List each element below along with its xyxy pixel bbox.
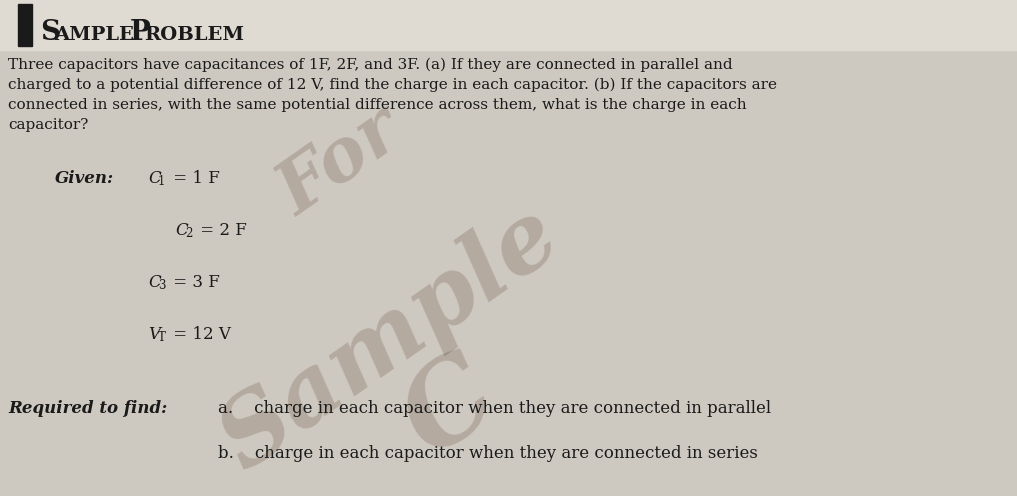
Text: S: S — [40, 19, 60, 47]
Text: 1: 1 — [158, 175, 166, 188]
Text: C: C — [175, 222, 188, 239]
Text: capacitor?: capacitor? — [8, 118, 88, 132]
Bar — [18, 4, 32, 46]
Text: = 12 V: = 12 V — [168, 326, 231, 343]
Text: b.    charge in each capacitor when they are connected in series: b. charge in each capacitor when they ar… — [218, 445, 758, 462]
Text: C: C — [148, 170, 161, 187]
Bar — [0, 0, 1017, 50]
Text: 3: 3 — [158, 279, 166, 292]
Text: T: T — [158, 331, 166, 344]
Text: For: For — [264, 95, 415, 230]
Text: Sample: Sample — [203, 190, 577, 489]
Text: = 2 F: = 2 F — [195, 222, 247, 239]
Text: AMPLE: AMPLE — [54, 26, 140, 44]
Text: ROBLEM: ROBLEM — [144, 26, 244, 44]
Text: = 1 F: = 1 F — [168, 170, 220, 187]
Text: = 3 F: = 3 F — [168, 274, 220, 291]
Text: C: C — [383, 340, 517, 479]
Text: C: C — [148, 274, 161, 291]
Text: connected in series, with the same potential difference across them, what is the: connected in series, with the same poten… — [8, 98, 746, 112]
Text: Given:: Given: — [55, 170, 114, 187]
Text: P: P — [130, 19, 151, 47]
Text: a.    charge in each capacitor when they are connected in parallel: a. charge in each capacitor when they ar… — [218, 400, 771, 417]
Text: V: V — [148, 326, 160, 343]
Text: Required to find:: Required to find: — [8, 400, 167, 417]
Text: Three capacitors have capacitances of 1F, 2F, and 3F. (a) If they are connected : Three capacitors have capacitances of 1F… — [8, 58, 732, 72]
Text: 2: 2 — [185, 227, 192, 240]
Text: charged to a potential difference of 12 V, find the charge in each capacitor. (b: charged to a potential difference of 12 … — [8, 78, 777, 92]
